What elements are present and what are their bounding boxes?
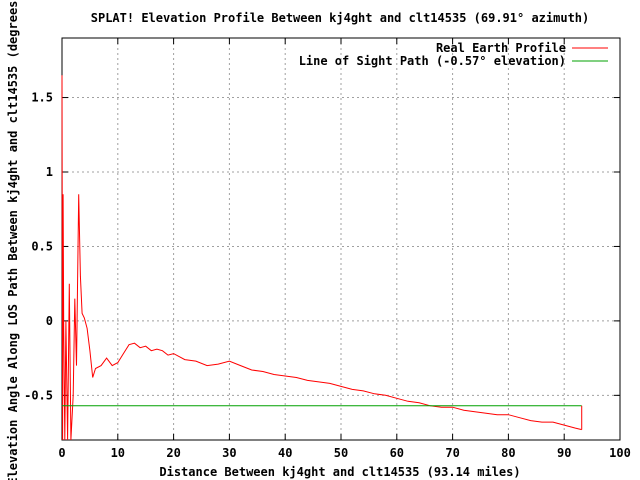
- x-tick-label: 0: [58, 446, 65, 460]
- y-tick-label: 0: [46, 314, 53, 328]
- x-axis-label: Distance Between kj4ght and clt14535 (93…: [159, 465, 520, 479]
- y-tick-label: 1.5: [31, 91, 53, 105]
- y-tick-label: 0.5: [31, 239, 53, 253]
- y-tick-label: 1: [46, 165, 53, 179]
- y-tick-label: -0.5: [24, 388, 53, 402]
- x-tick-label: 10: [111, 446, 125, 460]
- x-tick-label: 40: [278, 446, 292, 460]
- x-tick-label: 90: [557, 446, 571, 460]
- chart-title: SPLAT! Elevation Profile Between kj4ght …: [91, 11, 590, 25]
- legend: Real Earth Profile Line of Sight Path (-…: [299, 41, 608, 68]
- series-line-real-earth-profile: [61, 75, 582, 441]
- x-tick-label: 70: [445, 446, 459, 460]
- x-tick-label: 100: [609, 446, 631, 460]
- x-tick-label: 30: [222, 446, 236, 460]
- series-layer: [61, 75, 583, 441]
- y-axis-label: Elevation Angle Along LOS Path Between k…: [6, 0, 20, 480]
- x-tick-label: 50: [334, 446, 348, 460]
- grid-lines: [62, 38, 620, 440]
- legend-label-line-of-sight: Line of Sight Path (-0.57° elevation): [299, 54, 566, 68]
- legend-label-real-earth-profile: Real Earth Profile: [436, 41, 566, 55]
- x-tick-label: 20: [166, 446, 180, 460]
- x-axis: 0 10 20 30 40 50 60 70 80 90 100: [58, 38, 631, 460]
- x-tick-label: 80: [501, 446, 515, 460]
- x-tick-label: 60: [390, 446, 404, 460]
